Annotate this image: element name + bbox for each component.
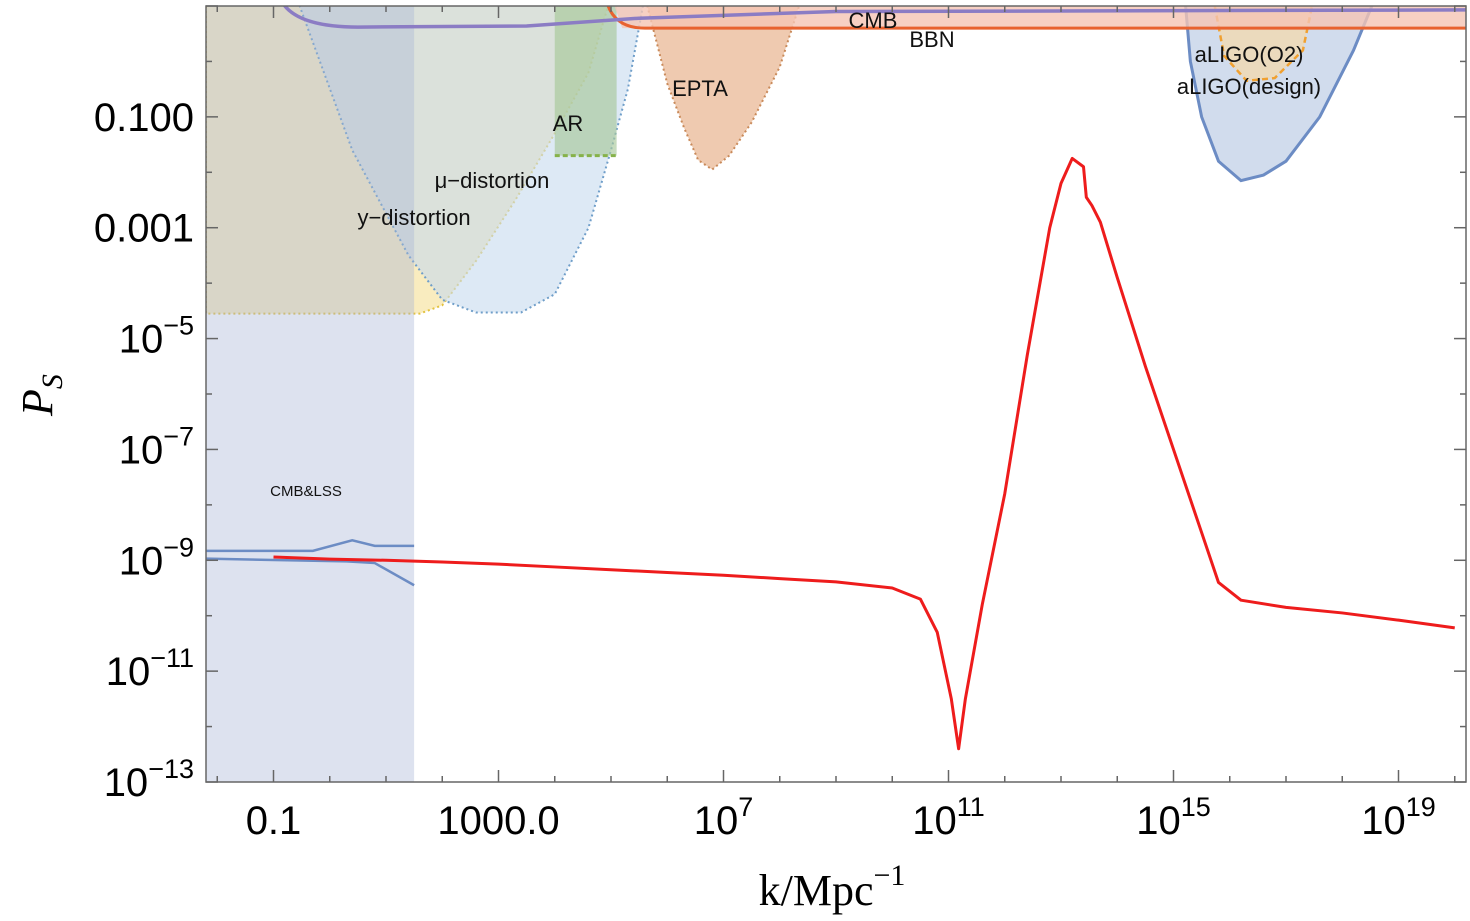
tick-labels: 0.1 1000.0 107 1011 1015 1019 0.100 0.001 10−5 10… — [94, 96, 1436, 843]
region-label-ar: AR — [553, 111, 584, 136]
cmb-lss-lower-bound — [206, 557, 415, 587]
region-label-mu-distortion: μ−distortion — [435, 168, 550, 193]
series-line-0 — [273, 156, 1455, 751]
x-tick-label-0: 0.1 — [246, 799, 302, 843]
region-label-bbn: BBN — [909, 27, 954, 52]
region-label-epta: EPTA — [672, 76, 728, 101]
x-tick-label-4: 1015 — [1136, 792, 1211, 843]
y-tick-label-5: 10−11 — [106, 643, 194, 694]
y-tick-label-6: 10−13 — [104, 754, 194, 805]
constraint-cmb — [282, 6, 1466, 29]
region-label-aligo-o2-: aLIGO(O2) — [1195, 42, 1304, 67]
constraint-cmb-lss — [206, 6, 415, 782]
x-tick-label-3: 1011 — [912, 792, 985, 843]
y-tick-label-1: 0.001 — [94, 207, 194, 251]
constraint-epta — [646, 6, 801, 171]
region-label-cmb-lss: CMB&LSS — [270, 483, 342, 500]
constraint-regions — [206, 6, 1466, 782]
series-layer — [273, 156, 1455, 751]
cmb-lss-upper-bound — [206, 539, 415, 553]
region-label-y-distortion: y−distortion — [357, 205, 470, 230]
region-label-cmb: CMB — [849, 8, 898, 33]
constraint-bbn — [606, 6, 1466, 30]
y-tick-label-3: 10−7 — [119, 421, 194, 472]
constraint-bbn-fill — [614, 6, 1466, 29]
x-tick-label-1: 1000.0 — [437, 799, 559, 843]
y-tick-label-4: 10−9 — [119, 532, 194, 583]
y-tick-label-2: 10−5 — [119, 311, 194, 362]
region-label-aligo-design-: aLIGO(design) — [1177, 74, 1321, 99]
y-tick-label-0: 0.100 — [94, 96, 194, 140]
region-labels: CMB&LSS y−distortion μ−distortion AR EPTA CMB… — [270, 8, 1321, 500]
y-axis-label: PS — [13, 374, 69, 417]
x-tick-label-2: 107 — [694, 792, 754, 843]
ticks — [206, 5, 1466, 783]
x-axis-label: k/Mpc−1 — [759, 859, 906, 915]
constraint-aligo-o2 — [1213, 6, 1314, 83]
constraint-ar — [554, 6, 617, 156]
x-tick-label-5: 1019 — [1361, 792, 1436, 843]
